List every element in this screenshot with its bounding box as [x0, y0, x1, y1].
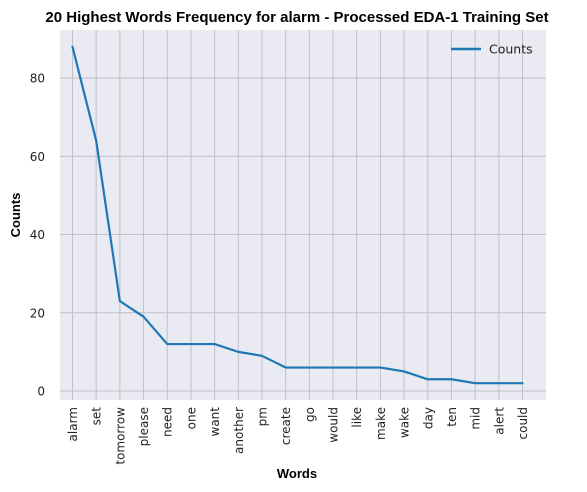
- x-tick-label: mid: [469, 407, 483, 430]
- legend: Counts: [451, 42, 533, 57]
- y-axis-ticks: 0 20 40 60 80: [30, 72, 45, 399]
- x-tick-label: set: [90, 407, 104, 426]
- x-tick-label: wake: [398, 407, 412, 438]
- x-tick-label: want: [208, 407, 222, 437]
- x-tick-label: alarm: [66, 407, 80, 441]
- x-tick-label: like: [350, 407, 364, 428]
- x-tick-label: make: [374, 407, 388, 440]
- x-tick-label: tomorrow: [113, 407, 127, 465]
- y-tick-label: 80: [30, 72, 45, 86]
- x-tick-label: day: [421, 407, 435, 429]
- x-tick-label: need: [161, 407, 175, 437]
- grid: [60, 30, 546, 400]
- x-tick-label: would: [327, 407, 341, 443]
- x-axis-label: Words: [277, 466, 317, 481]
- x-tick-label: ten: [445, 407, 459, 427]
- x-tick-label: go: [303, 407, 317, 422]
- x-tick-label: could: [516, 407, 530, 440]
- x-tick-label: one: [184, 407, 198, 429]
- legend-label: Counts: [489, 42, 533, 57]
- chart-title: 20 Highest Words Frequency for alarm - P…: [45, 9, 548, 26]
- series-line: [71, 45, 524, 385]
- x-tick-label: pm: [255, 407, 269, 426]
- y-tick-label: 0: [37, 385, 45, 399]
- plot-area: [60, 30, 546, 400]
- x-tick-label: alert: [492, 407, 506, 435]
- x-tick-label: please: [137, 407, 151, 446]
- y-axis-label: Counts: [8, 193, 23, 238]
- y-tick-label: 20: [30, 306, 45, 320]
- x-tick-label: create: [279, 407, 293, 445]
- x-tick-label: another: [232, 407, 246, 454]
- y-tick-label: 60: [30, 150, 45, 164]
- x-axis-ticks: alarm set tomorrow please need one want another…: [66, 407, 530, 465]
- y-tick-label: 40: [30, 228, 45, 242]
